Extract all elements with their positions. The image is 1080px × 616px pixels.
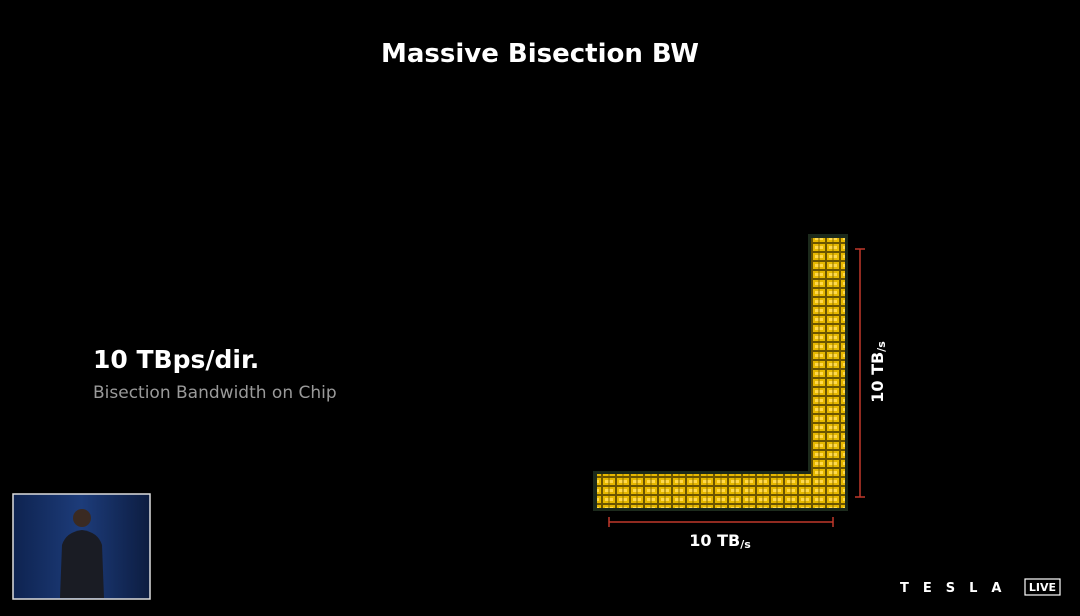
label-main: 10 TB bbox=[689, 531, 740, 550]
slide-title: Massive Bisection BW bbox=[381, 39, 699, 69]
chip-vertical bbox=[811, 238, 845, 508]
speaker-head bbox=[73, 509, 91, 527]
dimension-lines bbox=[608, 248, 865, 527]
live-badge: LIVE bbox=[1029, 581, 1056, 594]
stat-caption: Bisection Bandwidth on Chip bbox=[93, 383, 337, 403]
brand-logo: TESLA bbox=[900, 581, 1015, 596]
speaker-body bbox=[60, 530, 104, 598]
chip-diagram bbox=[593, 234, 848, 511]
stat-value: 10 TBps/dir. bbox=[93, 345, 259, 374]
label-unit: /s bbox=[740, 538, 751, 551]
label-unit: /s bbox=[875, 341, 888, 352]
live-badge-frame bbox=[1024, 578, 1061, 596]
vertical-label: 10 TB/s bbox=[868, 341, 888, 403]
label-main: 10 TB bbox=[868, 352, 887, 403]
speaker-video bbox=[12, 493, 151, 600]
horizontal-label: 10 TB/s bbox=[689, 531, 751, 551]
chip-horizontal bbox=[597, 474, 845, 508]
